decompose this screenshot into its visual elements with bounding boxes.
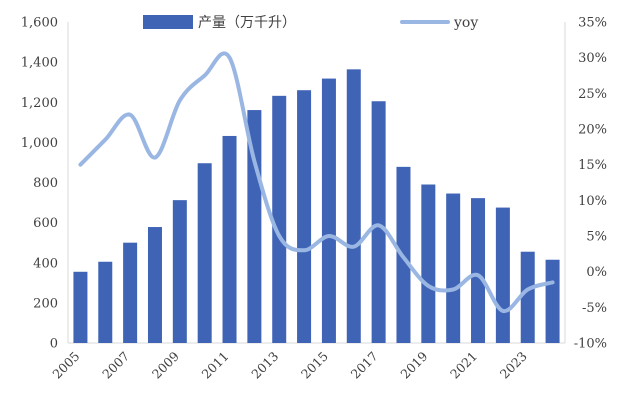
y-left-tick-label: 200	[33, 296, 58, 311]
y-right-tick-label: -5%	[582, 301, 607, 316]
y-left-tick-label: 1,400	[21, 56, 58, 71]
x-tick-label: 2023	[497, 348, 530, 381]
y-left-tick-label: 600	[33, 216, 58, 231]
bar	[123, 243, 137, 343]
bar	[198, 163, 212, 343]
y-left-tick-label: 1,600	[21, 16, 58, 31]
y-left-tick-label: 1,200	[21, 96, 58, 111]
bar	[521, 252, 535, 343]
y-right-tick-label: 0%	[586, 265, 607, 280]
bar	[98, 262, 112, 343]
bar	[421, 185, 435, 343]
bar	[297, 90, 311, 343]
y-right-tick-label: 10%	[578, 194, 607, 209]
legend-bar-label: 产量（万千升）	[198, 15, 296, 31]
bar	[446, 194, 460, 343]
x-tick-label: 2019	[397, 348, 430, 381]
y-left-tick-label: 800	[33, 176, 58, 191]
bar	[223, 136, 237, 343]
y-right-tick-label: 35%	[578, 16, 607, 31]
y-left-tick-label: 1,000	[21, 136, 58, 151]
y-right-tick-label: -10%	[574, 337, 607, 352]
bar	[471, 198, 485, 343]
y-right-tick-label: 5%	[586, 230, 607, 245]
legend-line-label: yoy	[453, 15, 478, 31]
bar-series	[73, 69, 559, 343]
bar	[322, 79, 336, 343]
x-tick-label: 2015	[298, 349, 331, 382]
x-tick-label: 2017	[348, 348, 381, 381]
x-tick-label: 2009	[149, 348, 182, 381]
y-right-tick-label: 15%	[578, 158, 607, 173]
x-tick-label: 2013	[248, 348, 281, 381]
bar	[496, 208, 510, 343]
x-tick-label: 2021	[447, 349, 480, 382]
x-tick-label: 2005	[49, 349, 82, 382]
y-right-tick-label: 30%	[578, 51, 607, 66]
y-left-tick-label: 0	[50, 337, 58, 352]
legend: 产量（万千升） yoy	[143, 15, 478, 31]
bar	[73, 272, 87, 343]
y-right-tick-label: 25%	[578, 87, 607, 102]
bar	[173, 200, 187, 343]
bar	[546, 260, 560, 343]
bar	[148, 227, 162, 343]
x-tick-label: 2011	[199, 349, 232, 382]
x-tick-label: 2007	[99, 348, 132, 381]
y-left-tick-label: 400	[33, 256, 58, 271]
bar	[372, 101, 386, 343]
bar	[347, 69, 361, 343]
legend-bar-swatch	[143, 15, 193, 29]
y-right-tick-label: 20%	[578, 123, 607, 138]
bar	[272, 96, 286, 343]
